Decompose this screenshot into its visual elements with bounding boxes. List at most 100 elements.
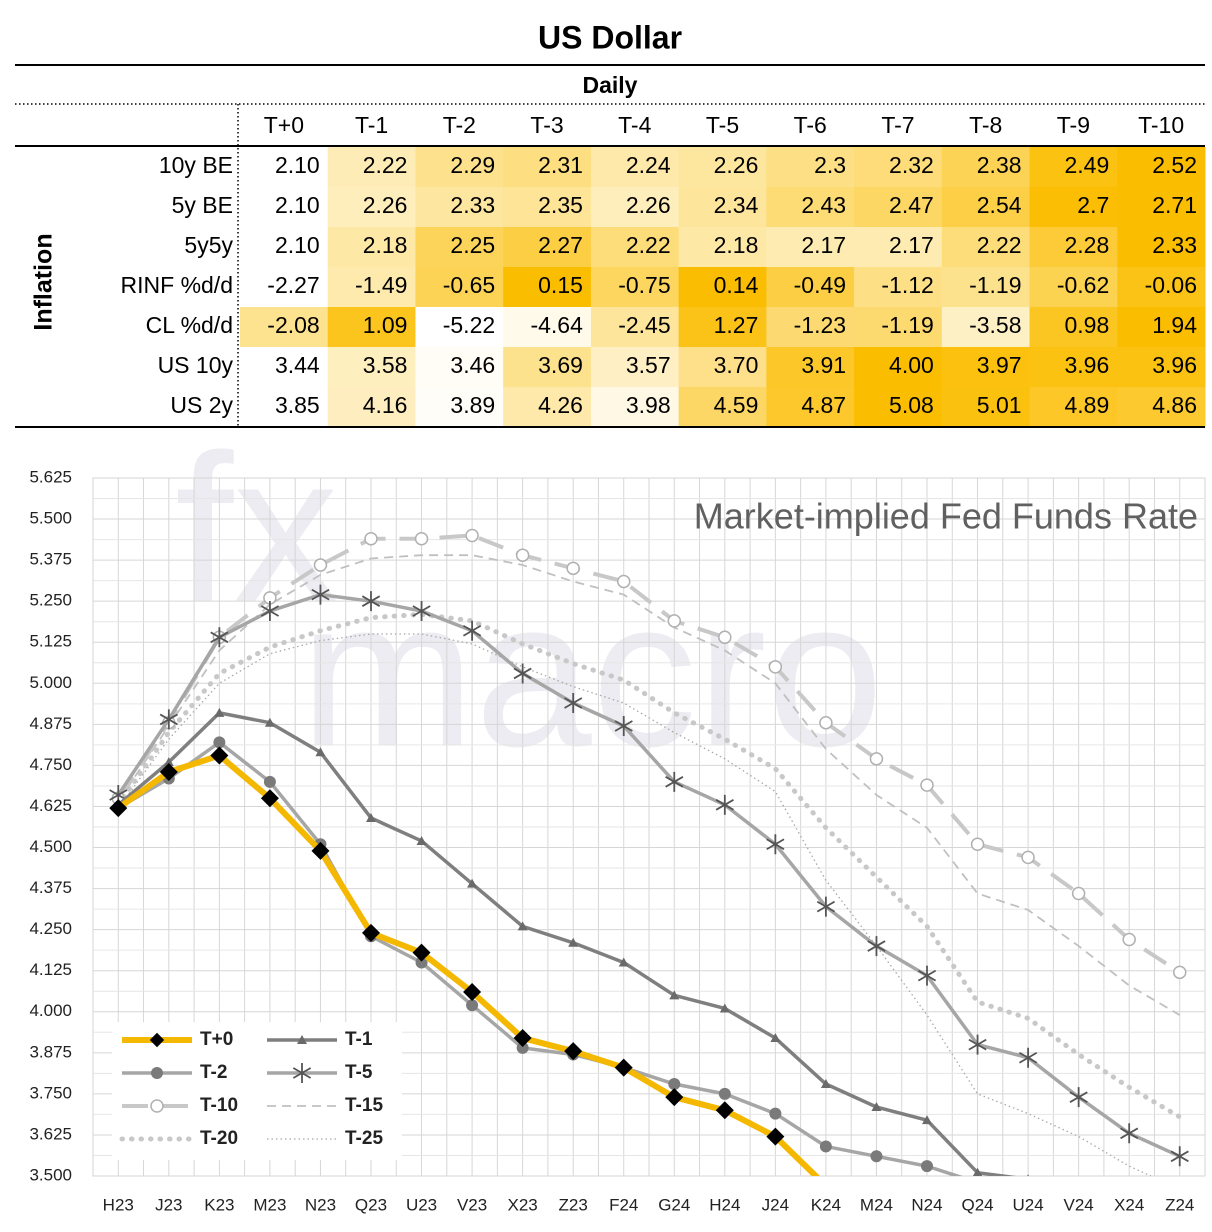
y-tick-label: 5.625 — [29, 467, 72, 486]
heat-cell — [854, 227, 943, 268]
column-header: T-3 — [530, 112, 563, 138]
heat-cell — [678, 307, 767, 348]
marker — [816, 896, 836, 917]
heat-cell — [678, 147, 767, 188]
y-tick-label: 4.125 — [29, 960, 72, 979]
marker — [817, 1177, 835, 1195]
marker — [566, 561, 580, 576]
y-tick-label: 5.250 — [29, 591, 72, 610]
heat-cell — [1117, 307, 1206, 348]
cell-value: 3.96 — [1065, 352, 1110, 378]
heat-cell — [590, 387, 680, 428]
cell-value: -0.75 — [618, 272, 670, 298]
legend-label: T-25 — [345, 1128, 383, 1149]
column-header: T-9 — [1057, 112, 1090, 138]
marker — [667, 614, 682, 628]
heat-cell — [590, 147, 680, 188]
heat-cell — [1029, 307, 1118, 348]
cell-value: 2.27 — [538, 232, 583, 258]
heat-cell — [415, 347, 504, 388]
heat-cell — [678, 387, 767, 428]
cell-value: 2.38 — [977, 152, 1022, 178]
marker — [1018, 1047, 1038, 1068]
cell-value: 2.10 — [275, 232, 320, 258]
heat-cell — [240, 267, 329, 308]
cell-value: -0.62 — [1057, 272, 1109, 298]
cell-value: 2.26 — [626, 192, 671, 218]
annotation: Market-implied Fed Funds Rate — [694, 496, 1198, 537]
x-tick-label: Q23 — [355, 1195, 387, 1214]
column-header: T-2 — [443, 112, 476, 138]
marker — [568, 937, 579, 947]
row-label: CL %d/d — [146, 312, 233, 338]
cell-value: 4.16 — [363, 392, 408, 418]
cell-value: 2.33 — [450, 192, 495, 218]
marker — [412, 943, 431, 962]
marker — [515, 548, 530, 562]
x-tick-label: X23 — [508, 1195, 538, 1214]
marker — [719, 1003, 730, 1013]
legend: T+0 T-1 T-2 T-5 T-10 T-15 T-20 T-25 — [112, 1022, 402, 1160]
heat-cell — [941, 307, 1031, 348]
heat-cell — [503, 387, 592, 428]
heat-cell — [941, 187, 1031, 228]
heat-cell — [678, 347, 767, 388]
cell-value: 2.43 — [801, 192, 846, 218]
y-tick-label: 4.250 — [29, 919, 72, 938]
heat-cell — [1029, 267, 1118, 308]
marker — [1069, 1087, 1088, 1108]
watermark-text: fx — [175, 410, 338, 645]
column-header: T-8 — [969, 112, 1002, 138]
heat-cell — [766, 187, 855, 228]
heat-cell — [590, 227, 680, 268]
heat-cell — [854, 387, 943, 428]
heat-cell — [590, 187, 680, 228]
cell-value: 2.22 — [363, 152, 408, 178]
marker — [466, 999, 479, 1012]
row-label: 5y5y — [184, 232, 233, 258]
marker — [149, 1032, 165, 1048]
marker — [297, 1035, 307, 1044]
cell-value: 2.32 — [889, 152, 934, 178]
cell-value: 1.94 — [1152, 312, 1197, 338]
column-header: T-6 — [794, 112, 827, 138]
x-tick-label: U24 — [1012, 1195, 1043, 1214]
row-label: 5y BE — [172, 192, 233, 218]
heat-cell — [415, 387, 504, 428]
cell-value: -1.19 — [969, 272, 1021, 298]
marker — [151, 1067, 163, 1079]
marker — [513, 663, 532, 684]
marker — [517, 921, 528, 931]
heat-cell — [678, 187, 767, 228]
cell-value: 2.10 — [275, 192, 320, 218]
row-label: RINF %d/d — [121, 272, 233, 298]
cell-value: -5.22 — [443, 312, 495, 338]
heat-cell — [240, 187, 329, 228]
marker — [362, 923, 380, 942]
legend-label: T-15 — [345, 1095, 383, 1116]
x-tick-label: Q24 — [961, 1195, 993, 1214]
marker — [213, 736, 226, 749]
cell-value: 3.98 — [626, 392, 671, 418]
heat-cell — [1117, 227, 1206, 268]
cell-value: 2.7 — [1077, 192, 1109, 218]
marker — [718, 1087, 731, 1100]
cell-value: -2.08 — [267, 312, 319, 338]
marker — [1027, 1174, 1030, 1176]
y-tick-label: 5.000 — [29, 673, 72, 692]
marker — [669, 990, 680, 1000]
marker — [465, 528, 479, 543]
marker — [820, 1079, 831, 1089]
marker — [315, 747, 326, 757]
marker — [564, 693, 583, 714]
marker — [366, 812, 376, 822]
cell-value: 4.00 — [889, 352, 934, 378]
heat-cell — [590, 267, 680, 308]
series-line — [117, 554, 1181, 1016]
marker — [1021, 850, 1035, 865]
marker — [467, 878, 478, 888]
cell-value: 4.86 — [1152, 392, 1197, 418]
